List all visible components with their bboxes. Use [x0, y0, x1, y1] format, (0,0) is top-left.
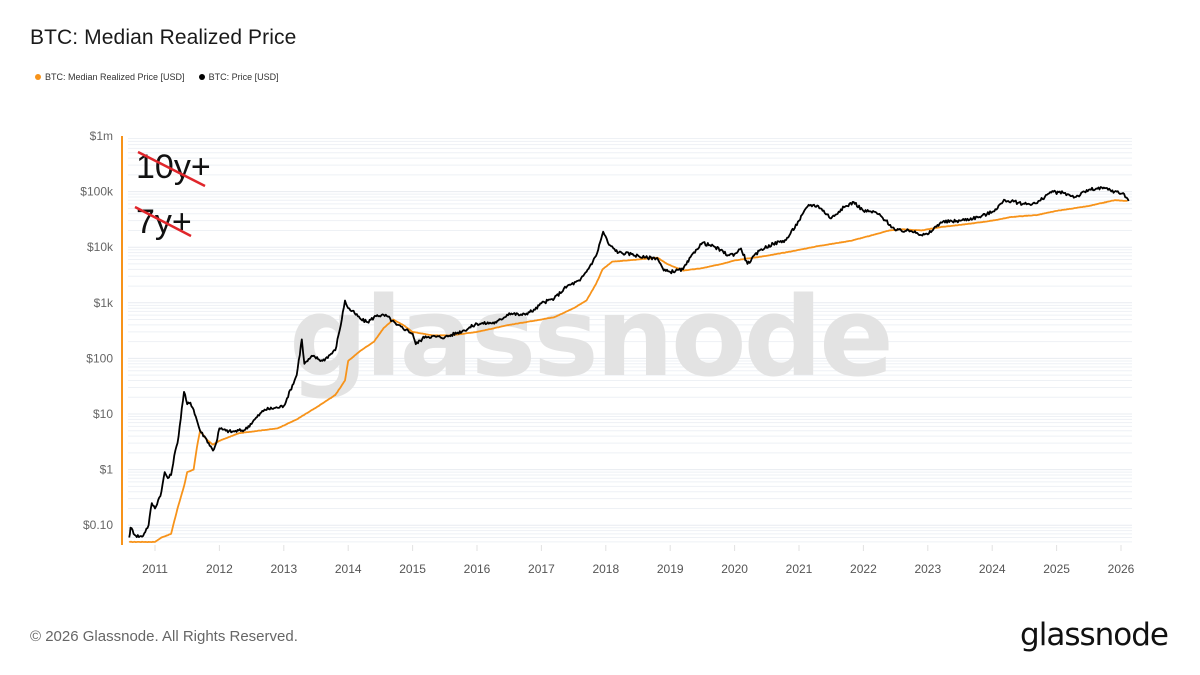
- legend-item-price[interactable]: BTC: Price [USD]: [198, 72, 279, 82]
- y-tick-label: $100k: [80, 185, 114, 199]
- x-tick-label: 2012: [206, 562, 233, 576]
- legend-swatch-orange: [35, 74, 41, 80]
- legend-swatch-black: [198, 74, 205, 80]
- x-tick-label: 2011: [142, 562, 168, 576]
- x-tick-label: 2017: [528, 562, 555, 576]
- series-price-line: [128, 186, 1130, 538]
- gridlines: [128, 138, 1132, 543]
- y-tick-label: $100: [86, 351, 113, 365]
- x-tick-label: 2019: [657, 562, 684, 576]
- x-tick-label: 2026: [1108, 562, 1135, 576]
- x-tick-label: 2020: [721, 562, 748, 576]
- strikethrough-line: [134, 205, 192, 238]
- y-tick-label: $1m: [90, 129, 113, 143]
- watermark: glassnode: [289, 273, 891, 401]
- x-tick-label: 2025: [1043, 562, 1070, 576]
- x-tick-label: 2023: [914, 562, 941, 576]
- annotation-7y: 7y+: [134, 203, 192, 241]
- strikethrough-line: [137, 150, 206, 188]
- glassnode-logo[interactable]: glassnode: [1020, 617, 1169, 653]
- y-axis-ticks: $1m $100k $10k $1k $100 $10 $1 $0.10: [80, 129, 114, 532]
- y-tick-label: $1: [100, 463, 114, 477]
- y-tick-label: $10k: [87, 240, 114, 254]
- x-tick-label: 2014: [335, 562, 362, 576]
- legend-item-median-realized-price[interactable]: BTC: Median Realized Price [USD]: [35, 72, 185, 82]
- y-tick-label: $10: [93, 407, 113, 421]
- y-tick-label: $0.10: [83, 518, 113, 532]
- x-tick-label: 2022: [850, 562, 877, 576]
- annotation-10y: 10y+: [136, 148, 211, 188]
- chart-title: BTC: Median Realized Price: [30, 26, 297, 49]
- legend-label: BTC: Price [USD]: [208, 72, 279, 82]
- y-tick-label: $1k: [94, 296, 114, 310]
- x-tick-label: 2021: [786, 562, 813, 576]
- legend: BTC: Median Realized Price [USD] BTC: Pr…: [35, 72, 279, 82]
- series-median-realized-price-line: [129, 199, 1128, 543]
- copyright-text: © 2026 Glassnode. All Rights Reserved.: [30, 628, 298, 645]
- x-tick-label: 2015: [399, 562, 426, 576]
- x-tick-label: 2016: [464, 562, 491, 576]
- x-axis-ticks: 2011 2012 2013 2014 2015 2016 2017 2018 2019 2020…: [142, 545, 1135, 576]
- x-tick-label: 2018: [592, 562, 619, 576]
- x-tick-label: 2013: [270, 562, 297, 576]
- legend-label: BTC: Median Realized Price [USD]: [45, 72, 185, 82]
- annotation-10y-text: 10y+: [136, 148, 211, 186]
- x-tick-label: 2024: [979, 562, 1006, 576]
